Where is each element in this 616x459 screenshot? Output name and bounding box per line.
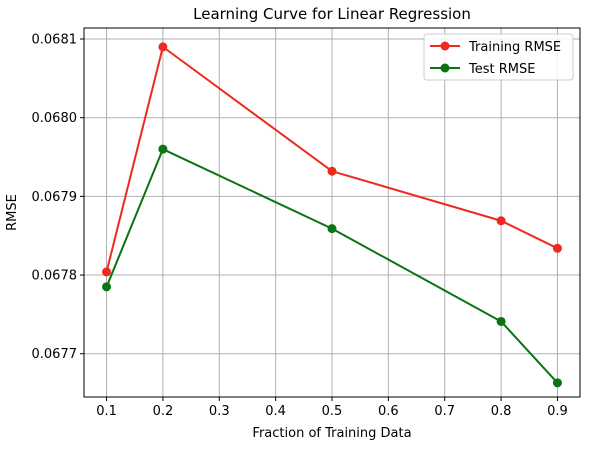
data-point-test-rmse <box>552 378 562 388</box>
x-tick-label: 0.5 <box>322 404 343 419</box>
y-tick-label: 0.0677 <box>32 347 78 362</box>
y-tick-label: 0.0680 <box>32 111 78 126</box>
x-tick-label: 0.4 <box>265 404 286 419</box>
data-point-training-rmse <box>327 166 337 176</box>
x-tick-label: 0.7 <box>434 404 455 419</box>
y-tick-label: 0.0681 <box>32 33 78 48</box>
x-tick-label: 0.2 <box>153 404 174 419</box>
data-point-training-rmse <box>552 243 562 253</box>
legend-box <box>423 33 574 81</box>
x-tick-label: 0.6 <box>378 404 399 419</box>
x-tick-label: 0.9 <box>547 404 568 419</box>
y-tick-label: 0.0678 <box>32 269 78 284</box>
data-point-training-rmse <box>102 267 112 277</box>
chart-title: Learning Curve for Linear Regression <box>193 5 471 23</box>
legend-label-training-rmse: Training RMSE <box>468 40 561 55</box>
legend-label-test-rmse: Test RMSE <box>468 62 535 77</box>
y-tick-label: 0.0679 <box>32 190 78 205</box>
x-axis-label: Fraction of Training Data <box>252 426 411 441</box>
x-tick-label: 0.1 <box>96 404 117 419</box>
data-point-test-rmse <box>327 224 337 234</box>
legend-marker-training-rmse <box>440 41 450 51</box>
series-layer <box>102 42 562 388</box>
axes: 0.1 0.2 0.3 0.4 0.5 0.6 0.7 0.8 0.9 0.0677 0.0678 0… <box>32 33 568 419</box>
data-point-training-rmse <box>496 216 506 226</box>
x-tick-label: 0.8 <box>491 404 512 419</box>
data-point-test-rmse <box>102 282 112 292</box>
y-axis-label: RMSE <box>5 194 20 231</box>
data-point-test-rmse <box>158 144 168 154</box>
legend: Training RMSE Test RMSE <box>423 33 574 81</box>
data-point-test-rmse <box>496 316 506 326</box>
x-tick-label: 0.3 <box>209 404 230 419</box>
data-point-training-rmse <box>158 42 168 52</box>
legend-marker-test-rmse <box>440 63 450 73</box>
